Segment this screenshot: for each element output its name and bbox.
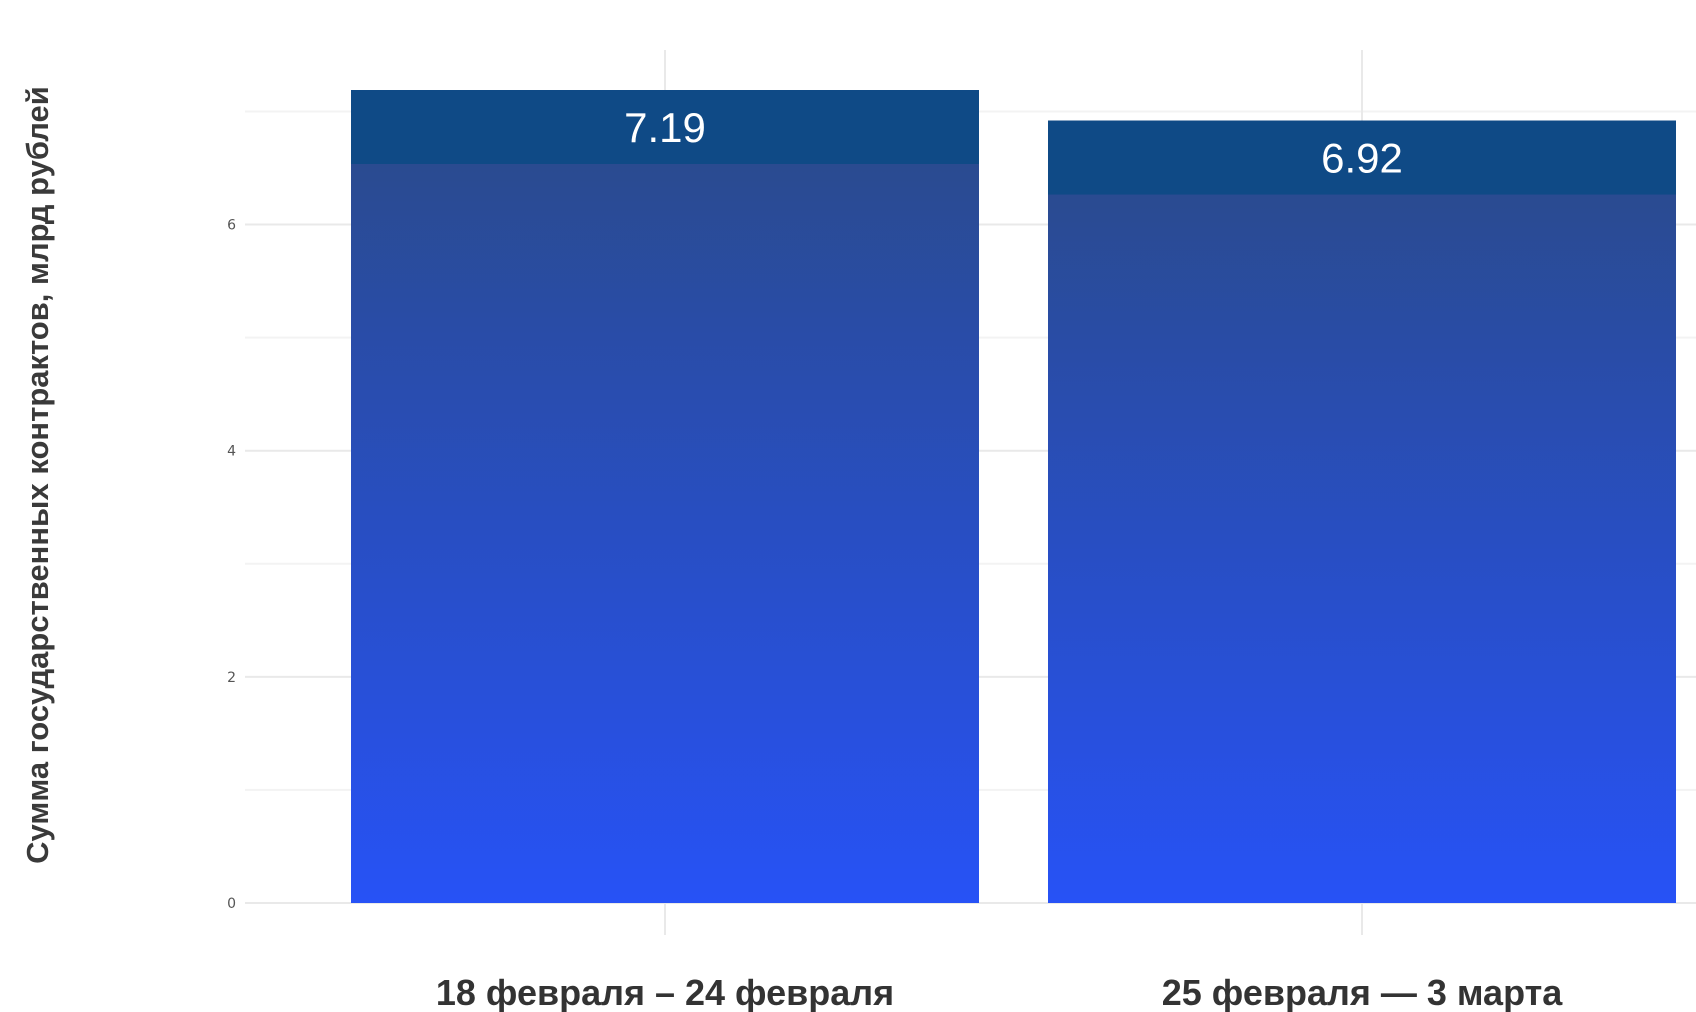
y-tick-label: 4 (227, 444, 236, 460)
axis-ticks: 0 2 4 6 18 февраля – 24 февраля 25 февраля — … (227, 218, 1563, 1012)
bar (351, 90, 979, 903)
y-tick-label: 6 (227, 218, 236, 234)
x-tick-label: 25 февраля — 3 марта (1162, 972, 1563, 1012)
bar-label-band (1048, 120, 1676, 195)
bar-label-band (351, 90, 979, 164)
y-tick-label: 0 (227, 896, 236, 912)
x-tick-label: 18 февраля – 24 февраля (436, 972, 894, 1012)
data-label: 6.92 (1321, 135, 1403, 182)
y-axis-label: Сумма государственных контрактов, млрд р… (20, 86, 55, 864)
y-tick-label: 2 (227, 670, 236, 686)
bars: 7.19 6.92 (351, 90, 1676, 903)
bar (1048, 120, 1676, 903)
data-label: 7.19 (624, 104, 706, 151)
